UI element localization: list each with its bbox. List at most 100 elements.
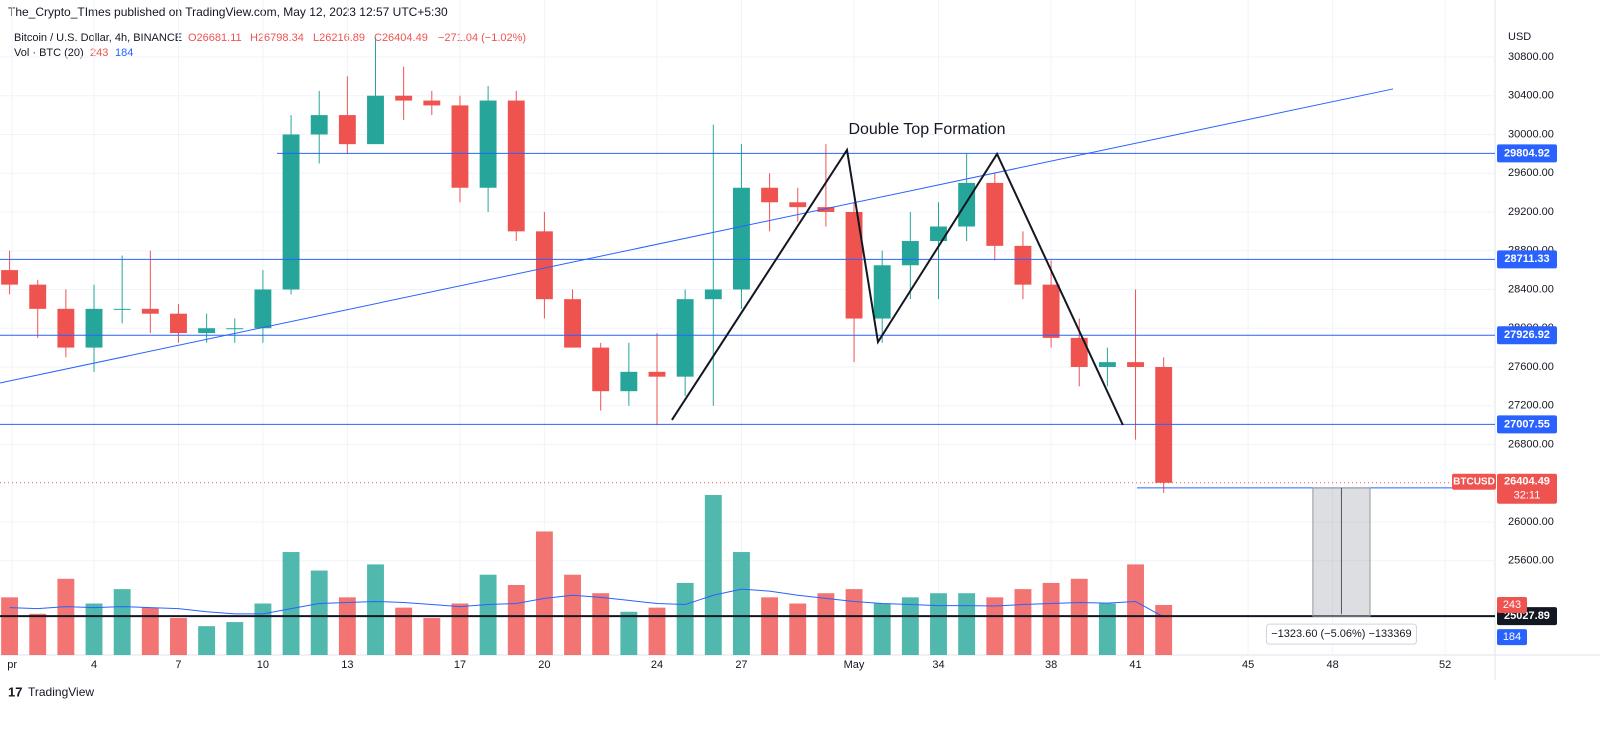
volume-bar [789,603,807,655]
candle-body [85,308,103,348]
candle-body [338,115,356,145]
candle-body [367,95,384,145]
candle-body [170,313,187,334]
overlays: 29804.9228711.3327926.9227007.5526351.73… [0,88,1557,646]
volume-bar [1127,564,1144,655]
level-tag [1497,326,1557,345]
y-tick-label: 30800.00 [1508,51,1554,63]
candle-body [958,182,976,227]
candle-body [564,299,581,348]
candle-body [845,211,863,319]
candle-body [535,231,553,300]
measure-tag [1265,623,1417,645]
x-tick-label: pr [7,659,17,671]
volume-bar [395,607,413,655]
candle-body [592,347,610,392]
ohlc-high: H26798.34 [250,32,304,44]
candle-body [873,265,891,319]
volume-ma-line [9,588,1164,618]
ohlc-low: L26216.89 [313,32,365,44]
candle-body [226,328,244,330]
y-tick-label: 26800.00 [1508,438,1554,450]
y-tick-label: 29200.00 [1508,206,1554,218]
volume-bar [986,597,1004,655]
x-tick-label: May [844,659,865,671]
volume-bar [817,593,835,655]
marks [1,37,1173,655]
volume-bar [1014,589,1032,655]
candle-body [761,187,779,203]
y-tick-label: 29600.00 [1508,167,1554,179]
candle-body [282,134,300,290]
volume-axis-label: 243 [1503,599,1521,611]
measure-label: −1323.60 (−5.06%) −133369 [1271,628,1411,640]
level-label: 29804.92 [1504,147,1550,159]
candle-body [57,308,75,348]
volume-bar [254,603,272,655]
x-tick-label: 48 [1326,659,1338,671]
candle-body [620,371,638,392]
volume-bar [958,593,976,655]
volume-bar [1155,604,1173,655]
trend-line [0,88,1394,384]
candle-body [789,202,807,208]
logo: 17 [8,684,22,699]
volume-bar [29,613,47,655]
x-tick-label: 10 [257,659,269,671]
volume-bar [1042,582,1060,655]
x-tick-label: 27 [735,659,747,671]
volume-bar [226,622,244,655]
volume-bar [704,495,722,655]
candle-body [254,289,272,329]
volume-bar [845,589,863,655]
volume-ma-axis-label: 184 [1503,631,1521,643]
candle-body [1098,362,1116,367]
level-tag [1497,250,1557,269]
volume-ma-tag [1497,629,1527,646]
volume-bar [564,574,581,655]
support-label: 25027.89 [1504,610,1550,622]
candle-body [395,95,413,101]
volume-bar [479,574,497,655]
volume-bar [141,607,159,655]
candle-body [141,308,159,314]
volume-bar [367,564,384,655]
candle-body [310,115,328,135]
x-tick-label: 17 [454,659,466,671]
y-tick-label: 27200.00 [1508,400,1554,412]
x-tick-label: 45 [1242,659,1254,671]
volume-bar [507,584,525,655]
x-tick-label: 4 [91,659,97,671]
ohlc-change: −271.04 (−1.02%) [438,32,526,44]
level-tag [1497,144,1557,163]
x-tick-label: 38 [1045,659,1057,671]
volume-bar [901,597,919,655]
x-tick-label: 13 [341,659,353,671]
volume-bar [733,552,750,655]
countdown: 32:11 [1514,490,1541,502]
candle-body [29,284,47,309]
volume-bar [113,589,131,655]
x-tick-label: 52 [1439,659,1451,671]
candle-body [1,270,19,285]
volume-bar [85,603,103,655]
candle-body [1070,337,1088,367]
volume-label: Vol · BTC (20) [14,47,84,59]
volume-bar [170,617,187,655]
publisher: The_Crypto_TImes published on TradingVie… [8,5,448,19]
volume-bar [761,597,779,655]
candle-body [113,308,131,310]
last-price-tag [1497,473,1557,504]
x-tick-label: 20 [538,659,550,671]
volume-bar [676,582,694,655]
symbol: Bitcoin / U.S. Dollar, 4h, BINANCE [14,32,182,44]
candle-body [986,182,1004,246]
volume-bar [310,570,328,655]
y-tick-label: 26000.00 [1508,516,1554,528]
volume-bar [535,531,553,655]
symbol-label: BTCUSD [1453,476,1495,487]
footer: TradingView [28,685,94,699]
volume-bar [873,603,891,655]
y-tick-label: 25600.00 [1508,555,1554,567]
